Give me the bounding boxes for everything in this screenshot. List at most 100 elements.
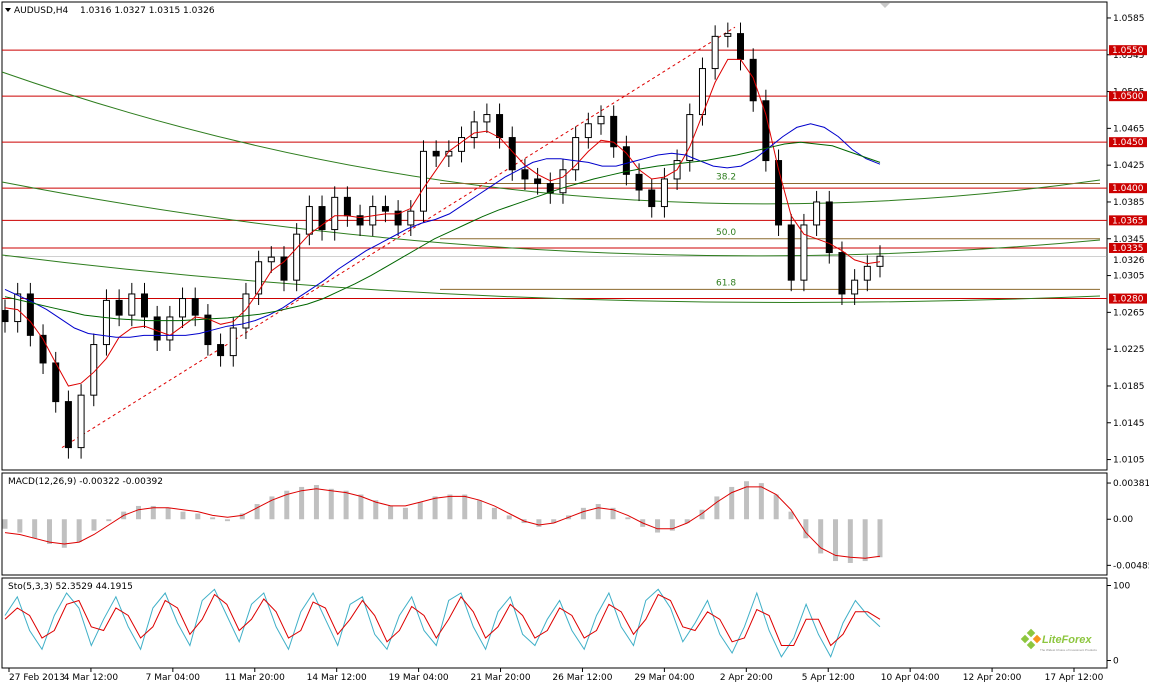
time-tick-label: 7 Mar 04:00 bbox=[146, 673, 201, 683]
candle-body bbox=[546, 183, 554, 194]
price-tick-label: 1.0345 bbox=[1113, 235, 1145, 245]
candle-body bbox=[470, 121, 478, 139]
macd-bar bbox=[862, 519, 868, 562]
level-label: 1.0550 bbox=[1112, 46, 1144, 56]
macd-bar bbox=[491, 507, 497, 520]
stochastic-tick-label: 100 bbox=[1113, 582, 1130, 592]
level-tag bbox=[1109, 45, 1147, 56]
macd-bar bbox=[447, 494, 453, 520]
candle-body bbox=[851, 279, 859, 295]
candle-body bbox=[39, 334, 47, 364]
level-label: 1.0335 bbox=[1112, 244, 1144, 254]
macd-bar bbox=[210, 517, 216, 520]
candle-body bbox=[559, 169, 567, 194]
stochastic-plot bbox=[4, 588, 881, 659]
time-tick-label: 26 Mar 12:00 bbox=[552, 673, 612, 683]
candle-body bbox=[458, 137, 466, 152]
time-tick-label: 19 Mar 04:00 bbox=[389, 673, 449, 683]
candle-body bbox=[597, 115, 605, 125]
macd-signal-line bbox=[4, 486, 881, 559]
macd-bar bbox=[313, 485, 319, 520]
time-tick-label: 5 Apr 12:00 bbox=[802, 673, 855, 683]
symbol-label: AUDUSD,H4 bbox=[14, 6, 69, 16]
moving-average-line bbox=[4, 58, 881, 387]
stochastic-k-line bbox=[4, 588, 881, 659]
macd-bar bbox=[417, 502, 423, 520]
level-label: 1.0400 bbox=[1112, 184, 1144, 194]
price-tick-label: 1.0425 bbox=[1113, 161, 1145, 171]
ohlc-readout: 1.0316 1.0327 1.0315 1.0326 bbox=[80, 6, 215, 16]
macd-bar bbox=[46, 519, 52, 544]
level-tag bbox=[1109, 183, 1147, 194]
level-label: 1.0450 bbox=[1112, 138, 1144, 148]
candle-body bbox=[775, 160, 783, 226]
moving-average-line bbox=[4, 123, 881, 338]
macd-bar bbox=[818, 519, 824, 554]
price-tick-label: 1.0265 bbox=[1113, 308, 1145, 318]
time-tick-label: 14 Mar 12:00 bbox=[307, 673, 367, 683]
macd-bar bbox=[17, 519, 23, 533]
candle-body bbox=[686, 114, 694, 162]
macd-bar bbox=[684, 519, 690, 524]
logo-mark-icon bbox=[1020, 628, 1042, 650]
macd-bar bbox=[180, 511, 186, 520]
price-tick-label: 1.0305 bbox=[1113, 272, 1145, 282]
level-label: 1.0365 bbox=[1112, 216, 1144, 226]
price-tick-label: 1.0465 bbox=[1113, 124, 1145, 134]
candle-body bbox=[787, 224, 795, 281]
logo-tagline: The Widest Choice of Investment Products bbox=[1040, 648, 1097, 652]
time-tick-label: 4 Mar 12:00 bbox=[64, 673, 119, 683]
candle-body bbox=[572, 137, 580, 171]
time-tick-label: 2 Apr 20:00 bbox=[720, 673, 773, 683]
candle-body bbox=[318, 206, 326, 231]
macd-bar bbox=[388, 505, 394, 520]
candle-body bbox=[217, 344, 225, 357]
price-tick-label: 1.0185 bbox=[1113, 382, 1145, 392]
macd-bar bbox=[106, 519, 112, 522]
fibonacci-arc bbox=[1, 71, 1101, 205]
macd-bar bbox=[477, 500, 483, 520]
macd-bar bbox=[506, 515, 512, 520]
macd-bar bbox=[595, 504, 601, 520]
candle-body bbox=[610, 115, 618, 148]
candle-body bbox=[102, 299, 110, 346]
macd-bar bbox=[284, 490, 290, 520]
macd-bar bbox=[699, 509, 705, 520]
macd-bar bbox=[536, 519, 542, 527]
candle-body bbox=[749, 58, 757, 102]
candle-body bbox=[521, 169, 529, 180]
macd-bar bbox=[61, 519, 67, 548]
candle-body bbox=[496, 114, 504, 139]
candle-body bbox=[267, 256, 275, 263]
shift-marker-icon[interactable] bbox=[880, 3, 890, 8]
price-tick-label: 1.0545 bbox=[1113, 51, 1145, 61]
trend-line bbox=[61, 26, 736, 449]
candle-body bbox=[660, 178, 668, 208]
macd-bar bbox=[462, 494, 468, 520]
macd-bar bbox=[358, 494, 364, 520]
candle-body bbox=[229, 327, 237, 357]
macd-bar bbox=[224, 519, 230, 522]
macd-bar bbox=[610, 507, 616, 520]
candle-body bbox=[648, 189, 656, 208]
fibonacci-arc bbox=[1, 254, 1101, 303]
fibonacci-label: 38.2 bbox=[716, 173, 736, 183]
liteforex-logo: LiteForex The Widest Choice of Investmen… bbox=[1020, 628, 1097, 652]
candle-body bbox=[115, 299, 123, 316]
time-tick-label: 29 Mar 04:00 bbox=[634, 673, 694, 683]
time-tick-label: 21 Mar 20:00 bbox=[470, 673, 530, 683]
macd-bar bbox=[150, 505, 156, 520]
macd-bar bbox=[803, 519, 809, 539]
current-price-label: 1.0326 bbox=[1113, 256, 1145, 266]
price-tick-label: 1.0105 bbox=[1113, 456, 1145, 466]
candle-body bbox=[534, 178, 542, 185]
candle-body bbox=[622, 146, 630, 175]
candle-body bbox=[52, 362, 60, 403]
candle-body bbox=[280, 256, 288, 281]
candle-body bbox=[64, 401, 72, 449]
level-tag bbox=[1109, 137, 1147, 148]
candle-body bbox=[876, 255, 884, 267]
dropdown-icon[interactable] bbox=[5, 8, 11, 12]
level-label: 1.0500 bbox=[1112, 92, 1144, 102]
stochastic-panel bbox=[1, 577, 1108, 669]
